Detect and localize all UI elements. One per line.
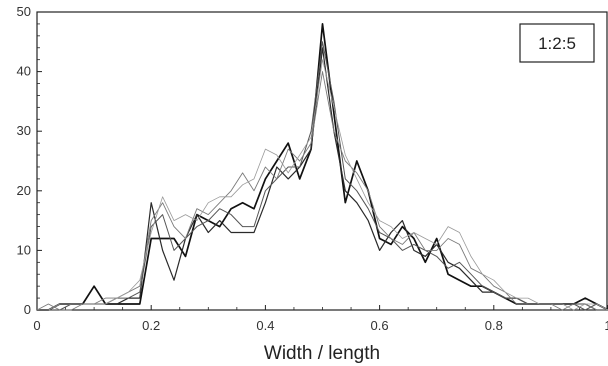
- series-line-4: [36, 71, 608, 311]
- legend-box: 1:2:5: [519, 23, 595, 63]
- x-tick-label: 0.6: [371, 318, 389, 333]
- y-tick-label: 20: [17, 183, 31, 198]
- y-tick-label: 30: [17, 123, 31, 138]
- x-axis-label: Width / length: [264, 343, 380, 364]
- x-tick-label: 0.8: [485, 318, 503, 333]
- axes: 00.20.40.60.8101020304050: [17, 4, 608, 333]
- x-tick-label: 0.4: [256, 318, 274, 333]
- x-tick-label: 0.2: [142, 318, 160, 333]
- series-line-3: [37, 41, 608, 311]
- y-tick-label: 10: [17, 242, 31, 257]
- y-tick-label: 50: [17, 4, 31, 19]
- y-tick-label: 0: [24, 302, 31, 317]
- y-tick-label: 40: [17, 64, 31, 79]
- legend-frame: [519, 23, 595, 63]
- series-line-1: [37, 23, 608, 311]
- series-line-2: [37, 47, 608, 311]
- series-layer: [36, 23, 608, 311]
- plot-frame: [36, 11, 608, 311]
- series-line-5: [37, 59, 608, 311]
- x-tick-label: 1: [604, 318, 608, 333]
- legend-label: 1:2:5: [538, 34, 576, 53]
- x-tick-label: 0: [33, 318, 40, 333]
